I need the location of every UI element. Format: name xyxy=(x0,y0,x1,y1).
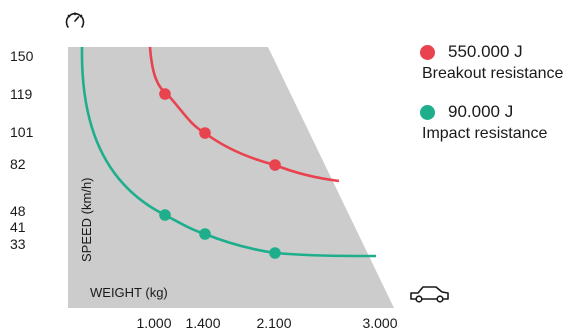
data-point xyxy=(269,247,281,259)
x-tick-label: 2.100 xyxy=(256,315,291,331)
x-tick-label: 1.400 xyxy=(185,315,220,331)
data-point xyxy=(269,159,281,171)
weight-speed-envelope xyxy=(68,47,394,308)
legend: 90.000 J Impact resistance xyxy=(420,102,547,143)
x-tick-label: 1.000 xyxy=(136,315,171,331)
y-tick-label: 41 xyxy=(10,219,26,235)
y-tick-label: 33 xyxy=(10,236,26,252)
x-tick-label: 3.000 xyxy=(362,315,397,331)
speedometer-icon xyxy=(65,12,85,28)
legend-series-label: Impact resistance xyxy=(422,125,548,142)
legend-series-label: Breakout resistance xyxy=(422,65,564,82)
y-tick-label: 150 xyxy=(10,48,34,64)
legend-series-name: 90.000 J xyxy=(448,102,514,121)
y-tick-label: 101 xyxy=(10,124,34,140)
data-point xyxy=(199,228,211,240)
data-point xyxy=(159,88,171,100)
legend-item: 550.000 J xyxy=(420,42,563,62)
legend-series-name: 550.000 J xyxy=(448,42,523,61)
legend-item: 90.000 J xyxy=(420,102,547,122)
y-tick-label: 119 xyxy=(10,86,33,102)
x-axis-label: WEIGHT (kg) xyxy=(90,285,168,300)
legend: 550.000 J Breakout resistance xyxy=(420,42,563,83)
data-point xyxy=(199,127,211,139)
legend-swatch xyxy=(420,104,435,120)
y-tick-label: 48 xyxy=(10,203,26,219)
legend-swatch xyxy=(420,44,435,60)
series-layer xyxy=(80,46,377,259)
car-icon xyxy=(410,286,449,303)
data-point xyxy=(159,209,171,221)
y-axis-label: SPEED (km/h) xyxy=(79,177,94,262)
y-tick-label: 82 xyxy=(10,156,26,172)
